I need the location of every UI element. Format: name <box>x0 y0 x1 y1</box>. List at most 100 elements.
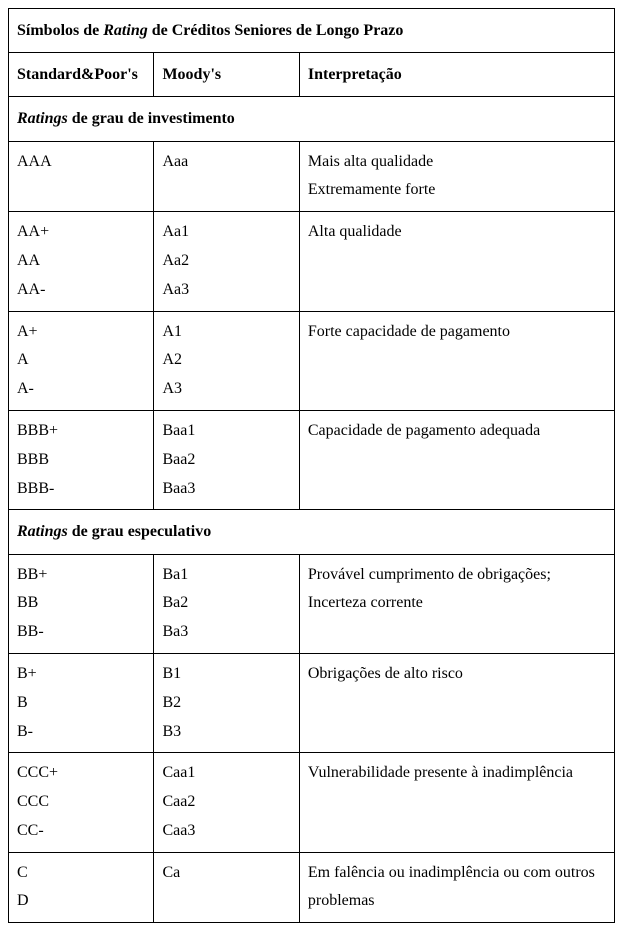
cell-interp: Forte capacidade de pagamento <box>299 311 614 410</box>
cell-sp: AA+ AA AA- <box>9 212 154 311</box>
moody-value: A2 <box>162 346 290 375</box>
cell-moody: Aa1 Aa2 Aa3 <box>154 212 299 311</box>
interp-value: Incerteza corrente <box>308 589 606 618</box>
sp-value: B+ <box>17 660 145 689</box>
interp-value: Forte capacidade de pagamento <box>308 318 606 347</box>
section-speculative-grade: Ratings de grau especulativo <box>9 510 615 554</box>
cell-moody: Caa1 Caa2 Caa3 <box>154 753 299 852</box>
sp-value: BB+ <box>17 561 145 590</box>
moody-value: Caa1 <box>162 759 290 788</box>
sp-value: C <box>17 859 145 888</box>
moody-value: Caa3 <box>162 817 290 846</box>
table-row: AAA Aaa Mais alta qualidade Extremamente… <box>9 141 615 212</box>
table-row: B+ B B- B1 B2 B3 Obrigações de alto risc… <box>9 653 615 752</box>
cell-sp: BB+ BB BB- <box>9 554 154 653</box>
interp-value: Obrigações de alto risco <box>308 660 606 689</box>
section1-rest: de grau de investimento <box>68 110 235 127</box>
sp-value: B- <box>17 718 145 747</box>
moody-value: B3 <box>162 718 290 747</box>
moody-value: Aa1 <box>162 218 290 247</box>
moody-value: Ba3 <box>162 618 290 647</box>
cell-moody: Ba1 Ba2 Ba3 <box>154 554 299 653</box>
cell-interp: Em falência ou inadimplência ou com outr… <box>299 852 614 923</box>
interp-value: Alta qualidade <box>308 218 606 247</box>
column-header-interp: Interpretação <box>299 53 614 97</box>
sp-value: AA+ <box>17 218 145 247</box>
sp-value: BBB+ <box>17 417 145 446</box>
sp-value: D <box>17 887 145 916</box>
moody-value: B1 <box>162 660 290 689</box>
cell-moody: Aaa <box>154 141 299 212</box>
column-header-moody: Moody's <box>154 53 299 97</box>
cell-moody: Baa1 Baa2 Baa3 <box>154 410 299 509</box>
moody-value: Baa1 <box>162 417 290 446</box>
section-investment-grade: Ratings de grau de investimento <box>9 97 615 141</box>
table-row: A+ A A- A1 A2 A3 Forte capacidade de pag… <box>9 311 615 410</box>
interp-value: Em falência ou inadimplência ou com outr… <box>308 859 606 888</box>
sp-value: BBB- <box>17 475 145 504</box>
interp-value: Extremamente forte <box>308 176 606 205</box>
column-header-sp: Standard&Poor's <box>9 53 154 97</box>
sp-value: CCC+ <box>17 759 145 788</box>
moody-value: B2 <box>162 689 290 718</box>
cell-interp: Capacidade de pagamento adequada <box>299 410 614 509</box>
section2-rest: de grau especulativo <box>68 523 212 540</box>
sp-value: A- <box>17 375 145 404</box>
moody-value: Ba1 <box>162 561 290 590</box>
section2-italic: Ratings <box>17 523 68 540</box>
moody-value: Aa3 <box>162 276 290 305</box>
cell-interp: Mais alta qualidade Extremamente forte <box>299 141 614 212</box>
table-title-row: Símbolos de Rating de Créditos Seniores … <box>9 9 615 53</box>
interp-value: Vulnerabilidade presente à inadimplência <box>308 759 606 788</box>
sp-value: A+ <box>17 318 145 347</box>
table-row: AA+ AA AA- Aa1 Aa2 Aa3 Alta qualidade <box>9 212 615 311</box>
sp-value: A <box>17 346 145 375</box>
cell-interp: Alta qualidade <box>299 212 614 311</box>
table-header-row: Standard&Poor's Moody's Interpretação <box>9 53 615 97</box>
cell-sp: BBB+ BBB BBB- <box>9 410 154 509</box>
sp-value: BB <box>17 589 145 618</box>
sp-value: CC- <box>17 817 145 846</box>
cell-interp: Provável cumprimento de obrigações; Ince… <box>299 554 614 653</box>
sp-value: AAA <box>17 148 145 177</box>
title-italic: Rating <box>103 22 147 39</box>
moody-value: Aaa <box>162 148 290 177</box>
cell-sp: AAA <box>9 141 154 212</box>
moody-value: Baa2 <box>162 446 290 475</box>
section-speculative-label: Ratings de grau especulativo <box>9 510 615 554</box>
interp-value: Provável cumprimento de obrigações; <box>308 561 606 590</box>
table-row: BBB+ BBB BBB- Baa1 Baa2 Baa3 Capacidade … <box>9 410 615 509</box>
table-row: BB+ BB BB- Ba1 Ba2 Ba3 Provável cumprime… <box>9 554 615 653</box>
ratings-table: Símbolos de Rating de Créditos Seniores … <box>8 8 615 923</box>
cell-interp: Obrigações de alto risco <box>299 653 614 752</box>
interp-value: Mais alta qualidade <box>308 148 606 177</box>
moody-value: Caa2 <box>162 788 290 817</box>
section-investment-label: Ratings de grau de investimento <box>9 97 615 141</box>
moody-value: Baa3 <box>162 475 290 504</box>
title-prefix: Símbolos de <box>17 22 103 39</box>
table-title: Símbolos de Rating de Créditos Seniores … <box>9 9 615 53</box>
moody-value: Ca <box>162 859 290 888</box>
sp-value: AA <box>17 247 145 276</box>
cell-sp: C D <box>9 852 154 923</box>
title-suffix: de Créditos Seniores de Longo Prazo <box>148 22 404 39</box>
cell-sp: B+ B B- <box>9 653 154 752</box>
sp-value: AA- <box>17 276 145 305</box>
sp-value: B <box>17 689 145 718</box>
cell-moody: B1 B2 B3 <box>154 653 299 752</box>
cell-sp: CCC+ CCC CC- <box>9 753 154 852</box>
sp-value: BBB <box>17 446 145 475</box>
moody-value: Ba2 <box>162 589 290 618</box>
cell-moody: Ca <box>154 852 299 923</box>
interp-value: problemas <box>308 887 606 916</box>
cell-interp: Vulnerabilidade presente à inadimplência <box>299 753 614 852</box>
table-row: C D Ca Em falência ou inadimplência ou c… <box>9 852 615 923</box>
sp-value: CCC <box>17 788 145 817</box>
table-row: CCC+ CCC CC- Caa1 Caa2 Caa3 Vulnerabilid… <box>9 753 615 852</box>
interp-value: Capacidade de pagamento adequada <box>308 417 606 446</box>
section1-italic: Ratings <box>17 110 68 127</box>
sp-value: BB- <box>17 618 145 647</box>
cell-moody: A1 A2 A3 <box>154 311 299 410</box>
cell-sp: A+ A A- <box>9 311 154 410</box>
moody-value: A1 <box>162 318 290 347</box>
